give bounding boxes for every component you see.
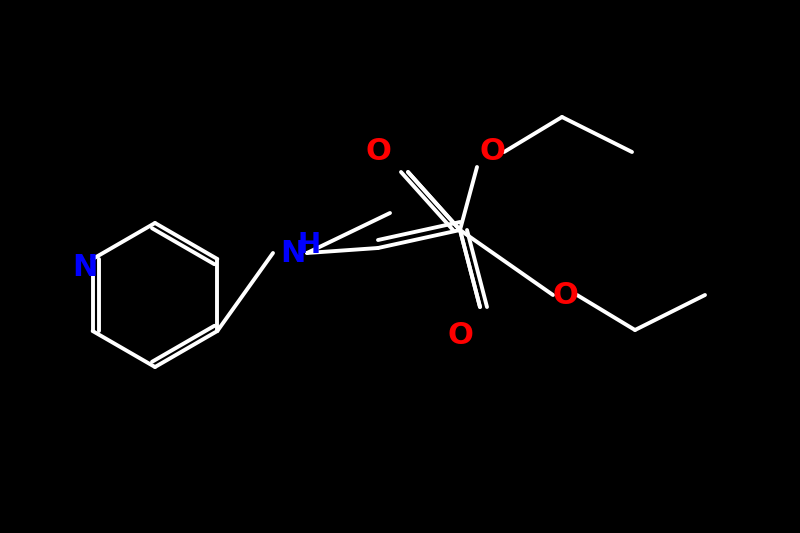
Text: N: N — [72, 253, 98, 281]
Text: O: O — [365, 138, 391, 166]
Text: O: O — [552, 280, 578, 310]
Text: O: O — [447, 320, 473, 350]
Text: H: H — [298, 231, 321, 259]
Text: O: O — [479, 138, 505, 166]
Text: N: N — [280, 238, 306, 268]
